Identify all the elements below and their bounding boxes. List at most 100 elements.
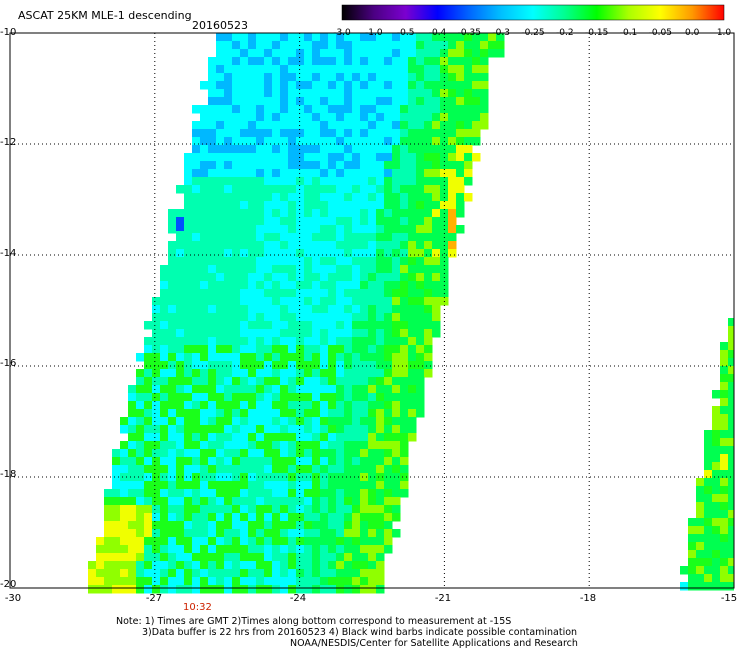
swath-cell (272, 145, 281, 154)
swath-cell (336, 169, 345, 178)
swath-cell (344, 425, 353, 434)
swath-cell (272, 265, 281, 274)
swath-cell (384, 289, 393, 298)
swath-cell (344, 505, 353, 514)
swath-cell (336, 441, 345, 450)
swath-cell (424, 321, 433, 330)
swath-cell (240, 113, 249, 122)
swath-cell (704, 494, 713, 503)
swath-cell (424, 121, 433, 130)
swath-cell (120, 449, 129, 458)
swath-cell (336, 489, 345, 498)
map-frame (9, 32, 735, 589)
swath-cell (416, 369, 425, 378)
swath-cell (712, 566, 721, 575)
swath-cell (336, 281, 345, 290)
swath-cell (280, 209, 289, 218)
swath-cell (224, 113, 233, 122)
swath-cell (400, 385, 409, 394)
swath-cell (312, 377, 321, 386)
swath-cell (376, 33, 385, 42)
swath-cell (376, 393, 385, 402)
swath-cell (344, 353, 353, 362)
swath-cell (352, 185, 361, 194)
swath-cell (280, 425, 289, 434)
swath-cell (480, 41, 489, 50)
swath-cell (176, 505, 185, 514)
swath-cell (176, 337, 185, 346)
swath-cell (432, 281, 441, 290)
swath-cell (96, 553, 105, 562)
swath-cell (344, 409, 353, 418)
swath-cell (280, 377, 289, 386)
swath-cell (288, 169, 297, 178)
swath-cell (296, 417, 305, 426)
swath-cell (344, 337, 353, 346)
swath-cell (256, 273, 265, 282)
swath-cell (456, 225, 465, 234)
swath-cell (288, 441, 297, 450)
swath-cell (448, 41, 457, 50)
swath-cell (240, 465, 249, 474)
swath-cell (336, 129, 345, 138)
swath-cell (184, 345, 193, 354)
swath-cell (272, 489, 281, 498)
swath-cell (384, 521, 393, 530)
swath-cell (256, 465, 265, 474)
swath-cell (216, 81, 225, 90)
swath-cell (272, 81, 281, 90)
swath-cell (224, 489, 233, 498)
swath-cell (432, 129, 441, 138)
swath-cell (224, 193, 233, 202)
swath-cell (152, 545, 161, 554)
swath-cell (400, 209, 409, 218)
swath-cell (192, 337, 201, 346)
swath-cell (200, 441, 209, 450)
swath-cell (208, 393, 217, 402)
swath-cell (152, 521, 161, 530)
swath-cell (448, 57, 457, 66)
swath-cell (480, 105, 489, 114)
swath-cell (248, 289, 257, 298)
swath-cell (376, 289, 385, 298)
swath-cell (336, 161, 345, 170)
swath-cell (368, 249, 377, 258)
swath-cell (296, 569, 305, 578)
swath-cell (328, 537, 337, 546)
swath-cell (328, 433, 337, 442)
swath-cell (192, 537, 201, 546)
swath-cell (176, 569, 185, 578)
swath-cell (192, 521, 201, 530)
swath-cell (168, 417, 177, 426)
swath-cell (176, 321, 185, 330)
swath-cell (360, 521, 369, 530)
swath-cell (168, 441, 177, 450)
swath-cell (216, 265, 225, 274)
swath-cell (160, 297, 169, 306)
swath-cell (120, 537, 129, 546)
swath-cell (424, 65, 433, 74)
swath-cell (200, 81, 209, 90)
swath-cell (232, 233, 241, 242)
swath-cell (352, 257, 361, 266)
swath-cell (352, 169, 361, 178)
swath-cell (392, 257, 401, 266)
swath-cell (272, 73, 281, 82)
swath-cell (232, 169, 241, 178)
swath-cell (336, 369, 345, 378)
swath-cell (728, 390, 734, 399)
swath-cell (448, 233, 457, 242)
swath-cell (136, 433, 145, 442)
swath-cell (224, 417, 233, 426)
swath-cell (704, 566, 713, 575)
swath-cell (256, 201, 265, 210)
swath-cell (160, 409, 169, 418)
swath-cell (216, 169, 225, 178)
swath-cell (392, 209, 401, 218)
swath-cell (728, 502, 734, 511)
swath-cell (424, 369, 433, 378)
swath-cell (328, 457, 337, 466)
swath-cell (728, 406, 734, 415)
swath-cell (200, 241, 209, 250)
swath-cell (328, 481, 337, 490)
